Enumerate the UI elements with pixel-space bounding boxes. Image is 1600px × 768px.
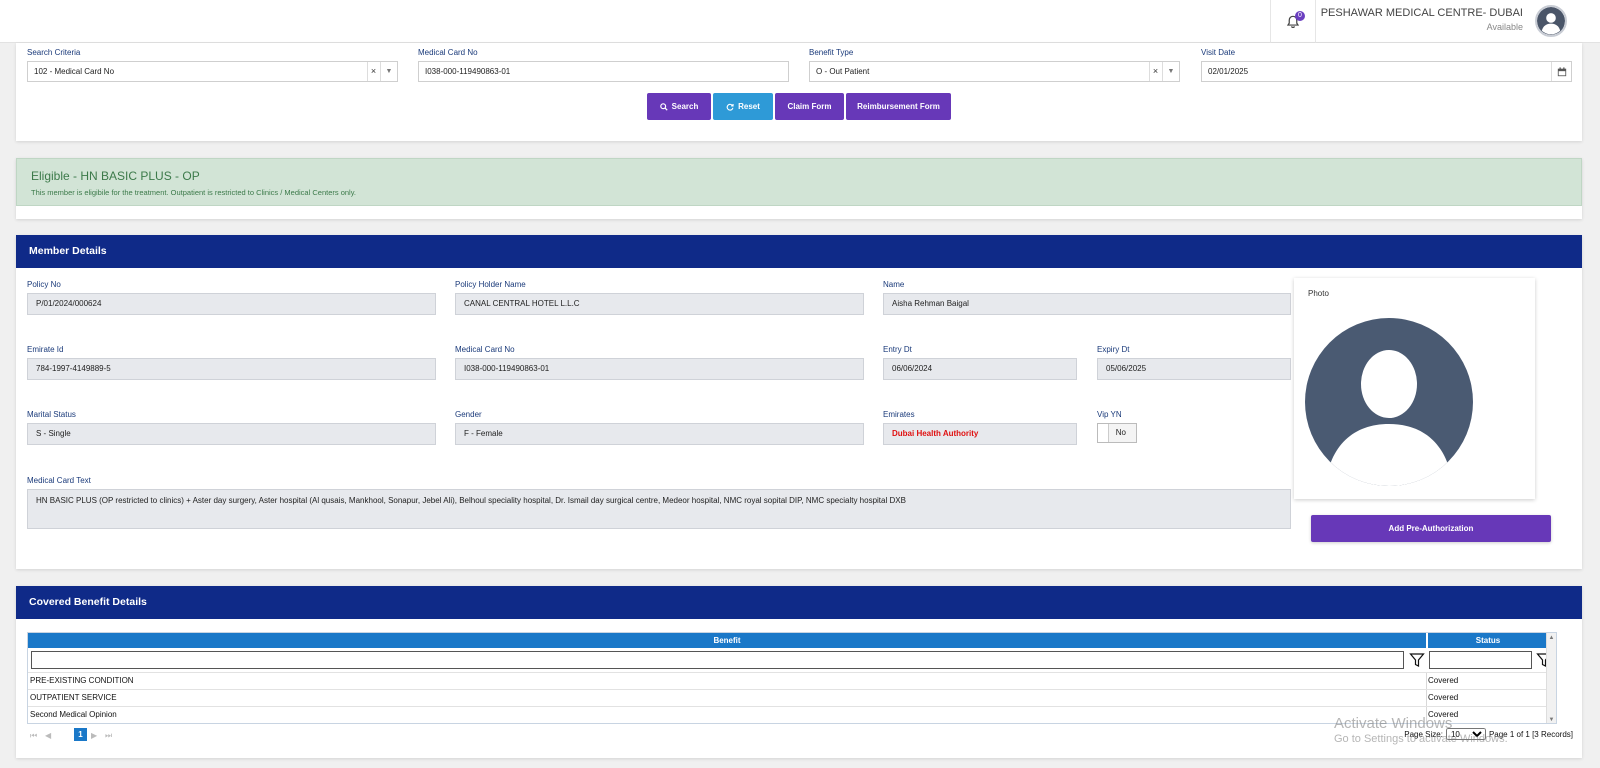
status-cell: Covered xyxy=(1428,710,1459,719)
name-field: Aisha Rehman Baigal xyxy=(883,293,1291,315)
page-size-area: Page Size: 10 Page 1 of 1 [3 Records] xyxy=(1404,728,1573,740)
covered-benefits-heading: Covered Benefit Details xyxy=(16,586,1582,619)
policy-holder-field: CANAL CENTRAL HOTEL L.L.C xyxy=(455,293,864,315)
benefit-cell: OUTPATIENT SERVICE xyxy=(30,693,117,702)
clear-icon[interactable]: × xyxy=(367,62,379,81)
emirate-id-field: 784-1997-4149889-5 xyxy=(27,358,436,380)
first-page-icon[interactable]: ⏮ xyxy=(30,731,38,740)
top-bar: 0 PESHAWAR MEDICAL CENTRE- DUBAI Availab… xyxy=(0,0,1600,43)
search-panel: Search Criteria 102 - Medical Card No × … xyxy=(16,43,1582,141)
status-filter-input[interactable] xyxy=(1429,651,1532,669)
table-row[interactable]: Second Medical Opinion Covered xyxy=(28,706,1548,723)
status-cell: Covered xyxy=(1428,693,1459,702)
benefit-column-header[interactable]: Benefit xyxy=(28,633,1426,648)
calendar-icon[interactable] xyxy=(1551,62,1571,81)
last-page-icon[interactable]: ⏭ xyxy=(105,731,113,740)
photo-panel: Photo xyxy=(1294,278,1535,499)
name-label: Name xyxy=(883,280,905,289)
medical-card-value: I038-000-119490863-01 xyxy=(425,67,511,76)
expiry-date-label: Expiry Dt xyxy=(1097,345,1130,354)
policy-no-label: Policy No xyxy=(27,280,61,289)
clear-icon[interactable]: × xyxy=(1149,62,1161,81)
gender-label: Gender xyxy=(455,410,482,419)
search-criteria-select[interactable]: 102 - Medical Card No × ▼ xyxy=(27,61,398,82)
status-column-header[interactable]: Status xyxy=(1427,633,1548,648)
medical-card-input[interactable]: I038-000-119490863-01 xyxy=(418,61,789,82)
search-button-label: Search xyxy=(671,102,699,111)
visit-date-input[interactable]: 02/01/2025 xyxy=(1201,61,1572,82)
medical-card-text-area[interactable]: HN BASIC PLUS (OP restricted to clinics)… xyxy=(27,489,1291,529)
benefit-type-label: Benefit Type xyxy=(809,48,854,57)
eligibility-message: This member is eligibile for the treatme… xyxy=(31,188,356,197)
emirates-label: Emirates xyxy=(883,410,915,419)
add-pre-authorization-button[interactable]: Add Pre-Authorization xyxy=(1311,515,1551,542)
user-avatar[interactable] xyxy=(1535,5,1567,37)
grid-scrollbar[interactable]: ▲ ▼ xyxy=(1546,633,1556,723)
eligibility-panel: Eligible - HN BASIC PLUS - OP This membe… xyxy=(16,158,1582,219)
reimbursement-form-label: Reimbursement Form xyxy=(857,102,940,111)
visit-date-value: 02/01/2025 xyxy=(1208,67,1249,76)
table-row[interactable]: PRE-EXISTING CONDITION Covered xyxy=(28,672,1548,689)
marital-status-label: Marital Status xyxy=(27,410,76,419)
page-number-button[interactable]: 1 xyxy=(74,728,87,741)
medical-card-label: Medical Card No xyxy=(418,48,478,57)
scroll-down-icon[interactable]: ▼ xyxy=(1548,717,1555,723)
notifications-button[interactable]: 0 xyxy=(1270,0,1316,43)
claim-form-label: Claim Form xyxy=(787,102,832,111)
emirate-id-label: Emirate Id xyxy=(27,345,64,354)
benefit-filter-input[interactable] xyxy=(31,651,1404,669)
user-avatar-icon xyxy=(1537,7,1565,35)
search-button[interactable]: Search xyxy=(647,93,711,120)
scroll-up-icon[interactable]: ▲ xyxy=(1548,635,1555,641)
reset-button[interactable]: Reset xyxy=(713,93,773,120)
eligibility-banner: Eligible - HN BASIC PLUS - OP This membe… xyxy=(16,158,1582,206)
vip-toggle[interactable]: No xyxy=(1097,423,1137,443)
member-card-no-field: I038-000-119490863-01 xyxy=(455,358,864,380)
centre-info: PESHAWAR MEDICAL CENTRE- DUBAI Available xyxy=(1263,7,1523,32)
page-size-select[interactable]: 10 xyxy=(1445,728,1486,740)
chevron-down-icon[interactable]: ▼ xyxy=(1162,62,1179,81)
chevron-down-icon[interactable]: ▼ xyxy=(380,62,397,81)
expiry-date-field: 05/06/2025 xyxy=(1097,358,1291,380)
benefit-cell: Second Medical Opinion xyxy=(30,710,117,719)
benefits-grid: Benefit Status PRE-EXISTING CONDITION Co… xyxy=(27,632,1557,724)
benefit-cell: PRE-EXISTING CONDITION xyxy=(30,676,134,685)
refresh-icon xyxy=(726,103,734,111)
next-page-icon[interactable]: ▶ xyxy=(91,731,98,740)
benefit-type-select[interactable]: O - Out Patient × ▼ xyxy=(809,61,1180,82)
reset-button-label: Reset xyxy=(738,102,760,111)
vip-label: Vip YN xyxy=(1097,410,1122,419)
page-size-label: Page Size: xyxy=(1404,729,1443,739)
reimbursement-form-button[interactable]: Reimbursement Form xyxy=(846,93,951,120)
marital-status-field: S - Single xyxy=(27,423,436,445)
emirates-field: Dubai Health Authority xyxy=(883,423,1077,445)
benefit-type-value: O - Out Patient xyxy=(816,67,870,76)
search-criteria-value: 102 - Medical Card No xyxy=(34,67,115,76)
medical-card-text-label: Medical Card Text xyxy=(27,476,91,485)
policy-no-field: P/01/2024/000624 xyxy=(27,293,436,315)
table-row[interactable]: OUTPATIENT SERVICE Covered xyxy=(28,689,1548,706)
gender-field: F - Female xyxy=(455,423,864,445)
covered-benefits-panel: Covered Benefit Details Benefit Status P… xyxy=(16,586,1582,758)
search-criteria-label: Search Criteria xyxy=(27,48,81,57)
member-card-no-label: Medical Card No xyxy=(455,345,515,354)
centre-status: Available xyxy=(1486,22,1523,32)
visit-date-label: Visit Date xyxy=(1201,48,1236,57)
filter-icon[interactable] xyxy=(1409,652,1425,668)
policy-holder-label: Policy Holder Name xyxy=(455,280,526,289)
claim-form-button[interactable]: Claim Form xyxy=(775,93,844,120)
status-cell: Covered xyxy=(1428,676,1459,685)
photo-label: Photo xyxy=(1308,289,1329,298)
centre-name: PESHAWAR MEDICAL CENTRE- DUBAI xyxy=(1320,7,1523,19)
notification-badge: 0 xyxy=(1295,11,1305,21)
page-summary: Page 1 of 1 [3 Records] xyxy=(1488,729,1573,739)
entry-date-label: Entry Dt xyxy=(883,345,912,354)
prev-page-icon[interactable]: ◀ xyxy=(45,731,52,740)
eligibility-title: Eligible - HN BASIC PLUS - OP xyxy=(31,169,200,183)
search-icon xyxy=(659,102,668,111)
member-details-heading: Member Details xyxy=(16,235,1582,268)
profile-placeholder-icon xyxy=(1305,318,1473,486)
entry-date-field: 06/06/2024 xyxy=(883,358,1077,380)
